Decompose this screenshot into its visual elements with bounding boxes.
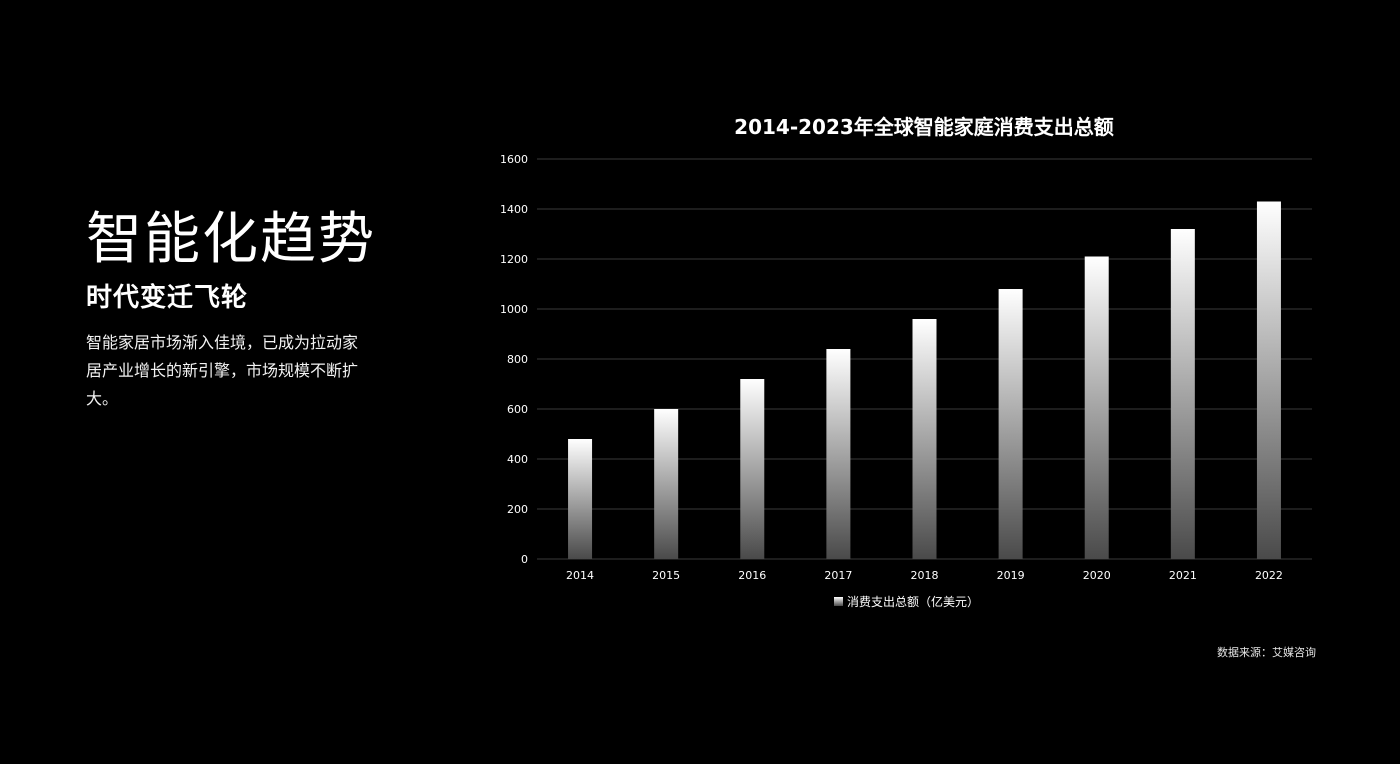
x-tick-label: 2017 [824,569,852,582]
source-note: 数据来源：艾媒咨询 [1217,646,1316,659]
bar-2016 [740,379,765,559]
x-tick-label: 2014 [566,569,594,582]
chart-title: 2014-2023年全球智能家庭消费支出总额 [734,115,1114,139]
legend-label: 消费支出总额（亿美元） [847,594,979,609]
x-tick-label: 2016 [738,569,766,582]
bar-2017 [826,349,851,559]
y-tick-label: 600 [507,403,528,416]
y-tick-label: 1200 [500,253,528,266]
y-tick-label: 1000 [500,303,528,316]
y-tick-label: 200 [507,503,528,516]
x-tick-label: 2022 [1255,569,1283,582]
y-tick-label: 1600 [500,153,528,166]
subheadline: 时代变迁飞轮 [86,283,249,313]
bar-2020 [1084,256,1109,559]
description-text: 智能家居市场渐入佳境，已成为拉动家居产业增长的新引擎，市场规模不断扩大。 [86,333,359,408]
bar-2018 [912,319,937,559]
y-axis-ticks: 0 200 400 600 800 1000 1200 1400 1600 [500,153,528,566]
y-tick-label: 800 [507,353,528,366]
bar-2014 [568,439,593,559]
x-tick-label: 2020 [1083,569,1111,582]
x-tick-label: 2019 [997,569,1025,582]
legend: 消费支出总额（亿美元） [834,594,979,609]
y-tick-label: 0 [521,553,528,566]
bar-2021 [1170,229,1195,559]
headline: 智能化趋势 [86,207,376,272]
y-tick-label: 400 [507,453,528,466]
x-tick-label: 2018 [911,569,939,582]
x-axis-ticks: 2014 2015 2016 2017 2018 2019 2020 2021 2022 [566,569,1283,582]
x-tick-label: 2015 [652,569,680,582]
legend-swatch [834,597,843,606]
bar-2019 [998,289,1023,559]
bar-2022 [1256,201,1281,559]
bar-2015 [654,409,679,559]
bars [568,201,1281,559]
y-tick-label: 1400 [500,203,528,216]
x-tick-label: 2021 [1169,569,1197,582]
